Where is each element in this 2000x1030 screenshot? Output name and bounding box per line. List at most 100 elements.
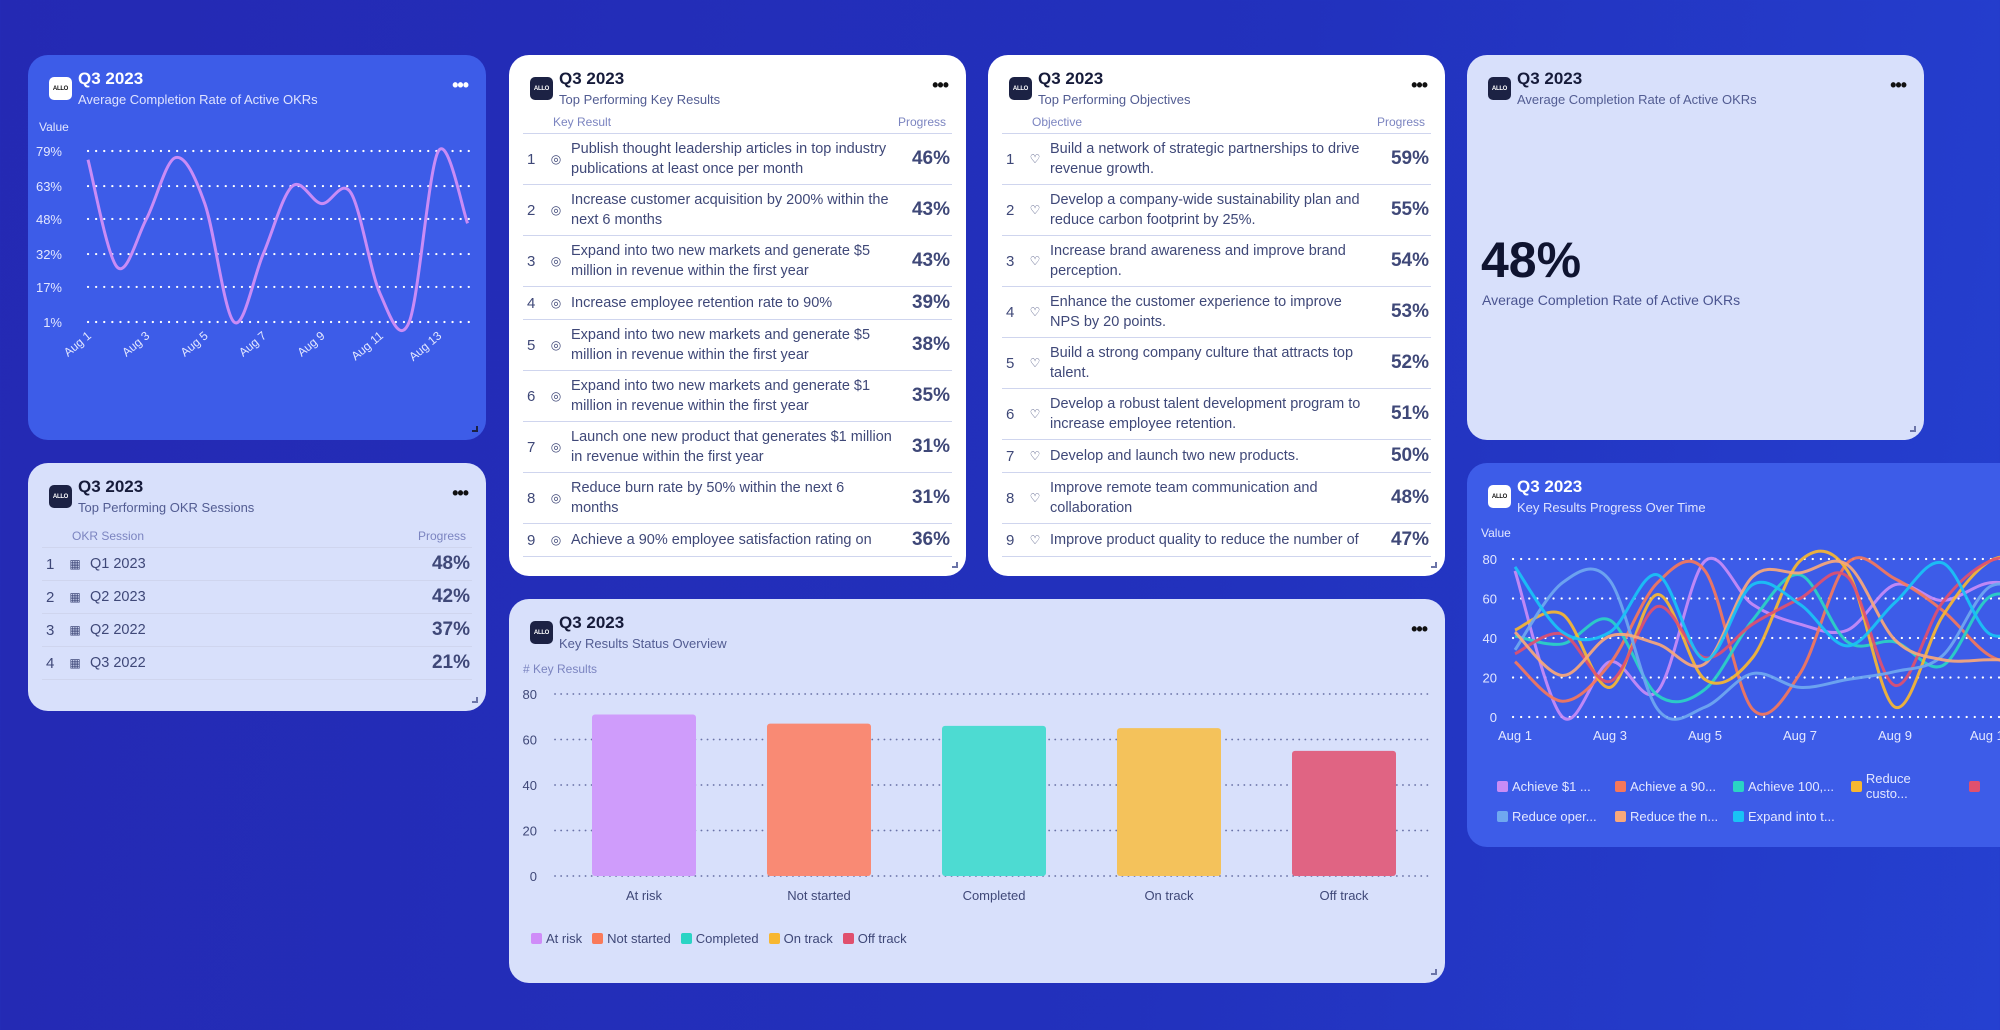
card-subtitle: Average Completion Rate of Active OKRs <box>78 92 318 107</box>
legend-item[interactable]: Not started <box>592 931 671 946</box>
table-header: Key Result Progress <box>523 115 952 134</box>
legend-item[interactable]: At risk <box>531 931 582 946</box>
table-row[interactable]: 3 ◎ Expand into two new markets and genera… <box>523 236 952 287</box>
y-tick-label: 60 <box>1483 592 1497 607</box>
table-row[interactable]: 7 ◎ Launch one new product that generates … <box>523 422 952 473</box>
row-title: Increase customer acquisition by 200% wi… <box>571 192 889 228</box>
bar-on-track[interactable] <box>1117 728 1221 876</box>
table-row[interactable]: 5 ♡ Build a strong company culture that at… <box>1002 338 1431 389</box>
row-rank: 4 <box>46 654 55 672</box>
table-row[interactable]: 2 ▦ Q2 2023 42% <box>42 581 472 614</box>
row-progress: 38% <box>911 334 950 355</box>
resize-handle-icon[interactable] <box>1910 426 1916 432</box>
legend-item[interactable]: Achieve 100,... <box>1733 771 1837 801</box>
legend-item[interactable]: Reduce the n... <box>1615 809 1719 824</box>
row-rank: 3 <box>1006 252 1015 270</box>
table-row[interactable]: 9 ◎ Achieve a 90% employee satisfaction ra… <box>523 524 952 557</box>
table-row[interactable]: 8 ◎ Reduce burn rate by 50% within the nex… <box>523 473 952 524</box>
y-tick-label: 79% <box>36 144 62 159</box>
bar-completed[interactable] <box>942 725 1046 876</box>
table-row[interactable]: 9 ♡ Improve product quality to reduce the … <box>1002 524 1431 557</box>
resize-handle-icon[interactable] <box>1431 969 1437 975</box>
bar-off-track[interactable] <box>1292 750 1396 876</box>
allo-logo: ALLO <box>1488 485 1511 508</box>
resize-handle-icon[interactable] <box>952 562 958 568</box>
resize-handle-icon[interactable] <box>1431 562 1437 568</box>
table-row[interactable]: 3 ♡ Increase brand awareness and improve b… <box>1002 236 1431 287</box>
more-options-icon[interactable]: ••• <box>452 75 469 95</box>
series-line <box>1514 549 2000 709</box>
legend-label: At risk <box>546 931 583 946</box>
legend-item[interactable]: Expand into t... <box>1733 809 1837 824</box>
y-axis-label: Value <box>1481 526 1511 540</box>
legend-item[interactable]: Off track <box>842 931 907 946</box>
row-progress: 55% <box>1390 199 1429 220</box>
x-tick-label: Aug 13 <box>406 328 444 363</box>
table-row[interactable]: 6 ◎ Expand into two new markets and genera… <box>523 371 952 422</box>
lightbulb-icon: ♡ <box>1029 491 1041 505</box>
row-title: Increase brand awareness and improve bra… <box>1050 243 1346 279</box>
row-title: Build a strong company culture that attr… <box>1050 345 1354 381</box>
card-subtitle: Top Performing Objectives <box>1038 92 1191 107</box>
legend-swatch <box>1733 811 1744 822</box>
more-options-icon[interactable]: ••• <box>1890 75 1907 95</box>
resize-handle-icon[interactable] <box>472 426 478 432</box>
x-tick-label: Aug 1 <box>1498 728 1532 743</box>
table-row[interactable]: 3 ▦ Q2 2022 37% <box>42 614 472 647</box>
row-rank: 9 <box>1006 531 1015 549</box>
series-line <box>1513 567 2000 721</box>
table-row[interactable]: 2 ◎ Increase customer acquisition by 200% … <box>523 185 952 236</box>
table-row[interactable]: 2 ♡ Develop a company-wide sustainability … <box>1002 185 1431 236</box>
chart-legend: At risk Not started Completed On track Off t… <box>531 931 907 946</box>
legend-item[interactable]: On track <box>768 931 833 946</box>
table-row[interactable]: 7 ♡ Develop and launch two new products. 50… <box>1002 440 1431 473</box>
legend-item[interactable]: Achieve a 90... <box>1615 771 1719 801</box>
x-tick-label: Aug 11 <box>348 328 386 363</box>
legend-item[interactable] <box>1969 771 2000 801</box>
y-axis-label: Value <box>39 120 69 134</box>
series-line <box>1513 556 2000 716</box>
resize-handle-icon[interactable] <box>472 697 478 703</box>
legend-item[interactable]: Achieve $1 ... <box>1497 771 1601 801</box>
legend-item[interactable]: Completed <box>680 931 759 946</box>
x-tick-label: Aug 3 <box>119 328 152 359</box>
legend-label: Completed <box>695 931 759 946</box>
legend-item[interactable]: Reduce custo... <box>1851 771 1955 801</box>
legend-item[interactable]: Reduce oper... <box>1497 809 1601 824</box>
y-tick-label: 80 <box>1483 552 1497 567</box>
legend-swatch <box>680 933 692 944</box>
more-options-icon[interactable]: ••• <box>452 483 469 503</box>
target-icon: ◎ <box>550 440 562 454</box>
row-rank: 4 <box>527 294 536 312</box>
top-key-results-card: ALLO Q3 2023 Top Performing Key Results … <box>509 55 966 576</box>
table-row[interactable]: 4 ♡ Enhance the customer experience to imp… <box>1002 287 1431 338</box>
target-icon: ◎ <box>550 338 562 352</box>
legend-label: Achieve $1 ... <box>1512 778 1591 794</box>
row-progress: 31% <box>911 436 950 457</box>
more-options-icon[interactable]: ••• <box>1411 75 1428 95</box>
table-row[interactable]: 1 ▦ Q1 2023 48% <box>42 548 472 581</box>
row-progress: 42% <box>431 586 470 607</box>
target-icon: ◎ <box>550 254 562 268</box>
table-header: OKR Session Progress <box>42 529 472 548</box>
table-row[interactable]: 6 ♡ Develop a robust talent development pr… <box>1002 389 1431 440</box>
more-options-icon[interactable]: ••• <box>1411 619 1428 639</box>
bar-at-risk[interactable] <box>592 714 696 876</box>
bar-not-started[interactable] <box>767 723 871 876</box>
legend-label: Expand into t... <box>1748 809 1835 824</box>
table-row[interactable]: 4 ▦ Q3 2022 21% <box>42 647 472 680</box>
column-header-progress: Progress <box>1376 115 1425 129</box>
x-tick-label: Aug 5 <box>178 328 211 359</box>
table-row[interactable]: 4 ◎ Increase employee retention rate to 90… <box>523 287 952 320</box>
series-line <box>1514 556 2000 687</box>
table-row[interactable]: 1 ◎ Publish thought leadership articles in… <box>523 134 952 185</box>
more-options-icon[interactable]: ••• <box>932 75 949 95</box>
row-title: Expand into two new markets and generate… <box>571 327 871 363</box>
table-row[interactable]: 5 ◎ Expand into two new markets and genera… <box>523 320 952 371</box>
table-row[interactable]: 8 ♡ Improve remote team communication and … <box>1002 473 1431 524</box>
table-row[interactable]: 1 ♡ Build a network of strategic partnersh… <box>1002 134 1431 185</box>
y-tick-label: 40 <box>1483 631 1497 646</box>
row-title: Improve remote team communication and co… <box>1050 480 1318 516</box>
lightbulb-icon: ♡ <box>1029 533 1041 547</box>
y-tick-label: 60 <box>523 733 537 748</box>
